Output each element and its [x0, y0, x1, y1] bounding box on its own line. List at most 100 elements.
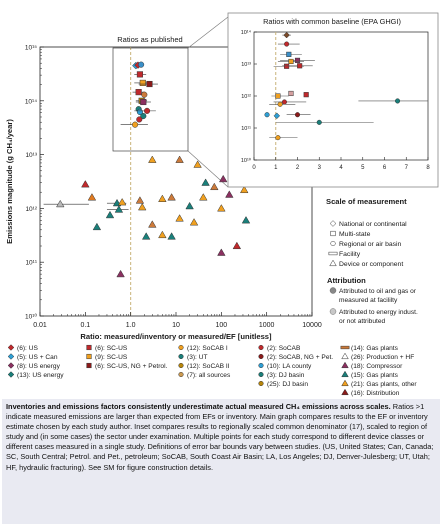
study-legend-marker — [7, 353, 15, 360]
study-legend-marker — [7, 371, 15, 378]
main-data-point — [167, 232, 176, 240]
main-data-point — [56, 199, 65, 208]
inset-data-point — [297, 63, 303, 69]
scale-legend-label: Multi-state — [339, 231, 371, 238]
scale-legend-marker — [330, 240, 336, 247]
main-data-point — [201, 178, 210, 186]
main-data-point — [146, 80, 153, 88]
inset-data-point — [294, 112, 301, 118]
main-x-axis-label: Ratio: measured/inventory or measured/EF… — [80, 332, 272, 341]
study-legend-label: (2): SoCAB — [267, 345, 301, 352]
study-legend-marker — [341, 352, 349, 360]
main-x-tick-label: 0.1 — [80, 322, 90, 329]
inset-data-point — [281, 99, 288, 105]
study-legend-marker — [341, 379, 349, 387]
main-data-point — [87, 193, 97, 201]
main-data-point — [218, 174, 228, 183]
main-data-point — [210, 182, 219, 191]
main-data-point — [138, 202, 147, 211]
study-legend-marker — [178, 371, 184, 378]
study-legend-marker — [86, 344, 92, 351]
inset-y-tick-label: 10¹¹ — [241, 126, 251, 132]
main-x-tick-label: 1.0 — [126, 322, 136, 329]
study-legend-marker — [340, 345, 350, 350]
caption-body: Ratios >1 indicate measured emissions ar… — [6, 402, 434, 472]
study-legend-label: (3): UT — [187, 354, 208, 361]
main-y-tick-label: 10¹² — [25, 206, 37, 213]
main-data-point — [92, 222, 102, 231]
study-legend-marker — [258, 362, 264, 369]
study-legend-label: (10): LA county — [267, 363, 312, 370]
attribution-legend-label: Attributed to oil and gas or measured at … — [339, 288, 417, 304]
main-data-point — [225, 190, 234, 198]
inset-data-point — [275, 135, 281, 141]
scale-legend-title: Scale of measurement — [326, 197, 407, 206]
main-data-point — [117, 197, 127, 206]
inset-x-tick-label: 4 — [339, 165, 343, 171]
main-data-point — [185, 201, 194, 210]
study-legend-label: (3): DJ basin — [267, 372, 305, 379]
study-legend-label: (25): DJ basin — [267, 381, 308, 388]
scale-legend-marker — [328, 251, 338, 256]
attribution-legend-marker — [329, 308, 337, 315]
main-data-point — [136, 71, 143, 78]
study-legend-marker — [258, 380, 264, 387]
main-data-point — [175, 155, 184, 163]
main-data-point — [114, 205, 124, 213]
main-data-point — [148, 220, 157, 228]
main-data-point — [199, 193, 208, 201]
figure-caption: Inventories and emissions factors consis… — [2, 399, 440, 524]
inset-data-point — [284, 41, 290, 47]
main-x-tick-label: 100 — [215, 322, 227, 329]
main-y-tick-label: 10¹¹ — [25, 260, 37, 267]
scale-legend-label: National or continental — [339, 221, 407, 228]
inset-data-point — [288, 90, 294, 97]
study-legend-label: (7): all sources — [187, 372, 231, 379]
study-legend-marker — [178, 353, 184, 360]
attribution-legend-label: Attributed to energy indust. or not attri… — [339, 309, 418, 325]
inset-x-tick-label: 1 — [274, 165, 278, 171]
inset-data-point — [283, 31, 290, 39]
study-legend-marker — [258, 371, 264, 378]
main-data-point — [135, 196, 145, 204]
main-data-point — [138, 61, 145, 68]
inset-title: Ratios with common baseline (EPA GHGI) — [263, 17, 401, 26]
study-legend-marker — [178, 362, 184, 369]
scale-legend-label: Device or component — [339, 261, 403, 268]
inset-x-tick-label: 6 — [383, 165, 387, 171]
inset-data-point — [294, 57, 301, 63]
study-legend-label: (6): SC-US — [95, 345, 128, 352]
main-x-tick-label: 1000 — [259, 322, 275, 329]
main-data-point — [175, 214, 184, 222]
attribution-legend-title: Attribution — [327, 276, 366, 285]
main-data-point — [158, 230, 167, 239]
main-data-point — [81, 180, 90, 188]
study-legend-label: (18): Compressor — [351, 363, 403, 370]
main-x-tick-label: 10 — [172, 322, 180, 329]
inset-data-point — [284, 63, 290, 69]
study-legend-label: (13): US energy — [17, 372, 64, 379]
study-legend-label: (21): Gas plants, other — [351, 381, 417, 388]
main-data-point — [189, 218, 199, 226]
study-legend-label: (15): Gas plants — [351, 372, 399, 379]
study-legend-marker — [341, 388, 349, 396]
inset-chart: Ratios with common baseline (EPA GHGI)0 1… — [227, 12, 439, 188]
study-legend-label: (6): US — [17, 345, 38, 352]
main-data-point — [140, 98, 147, 106]
main-y-axis-label: Emissions magnitude (g CH₄/year) — [5, 119, 14, 244]
inset-data-point — [273, 112, 281, 120]
main-data-point — [140, 113, 147, 120]
study-legend-label: (12): SoCAB I — [187, 345, 228, 352]
inset-data-point — [277, 101, 283, 107]
main-y-tick-label: 10¹⁰ — [25, 313, 37, 321]
inset-x-tick-label: 3 — [318, 165, 322, 171]
inset-x-tick-label: 2 — [296, 165, 300, 171]
study-legend-label: (5): US + Can — [17, 354, 58, 361]
study-legend-marker — [258, 344, 264, 351]
inset-data-point — [288, 58, 294, 65]
main-zoom-connector — [187, 16, 229, 49]
main-data-point — [241, 216, 251, 224]
inset-data-point — [316, 119, 322, 125]
inset-data-point — [303, 92, 309, 98]
main-annotation: Ratios as published — [117, 35, 182, 44]
